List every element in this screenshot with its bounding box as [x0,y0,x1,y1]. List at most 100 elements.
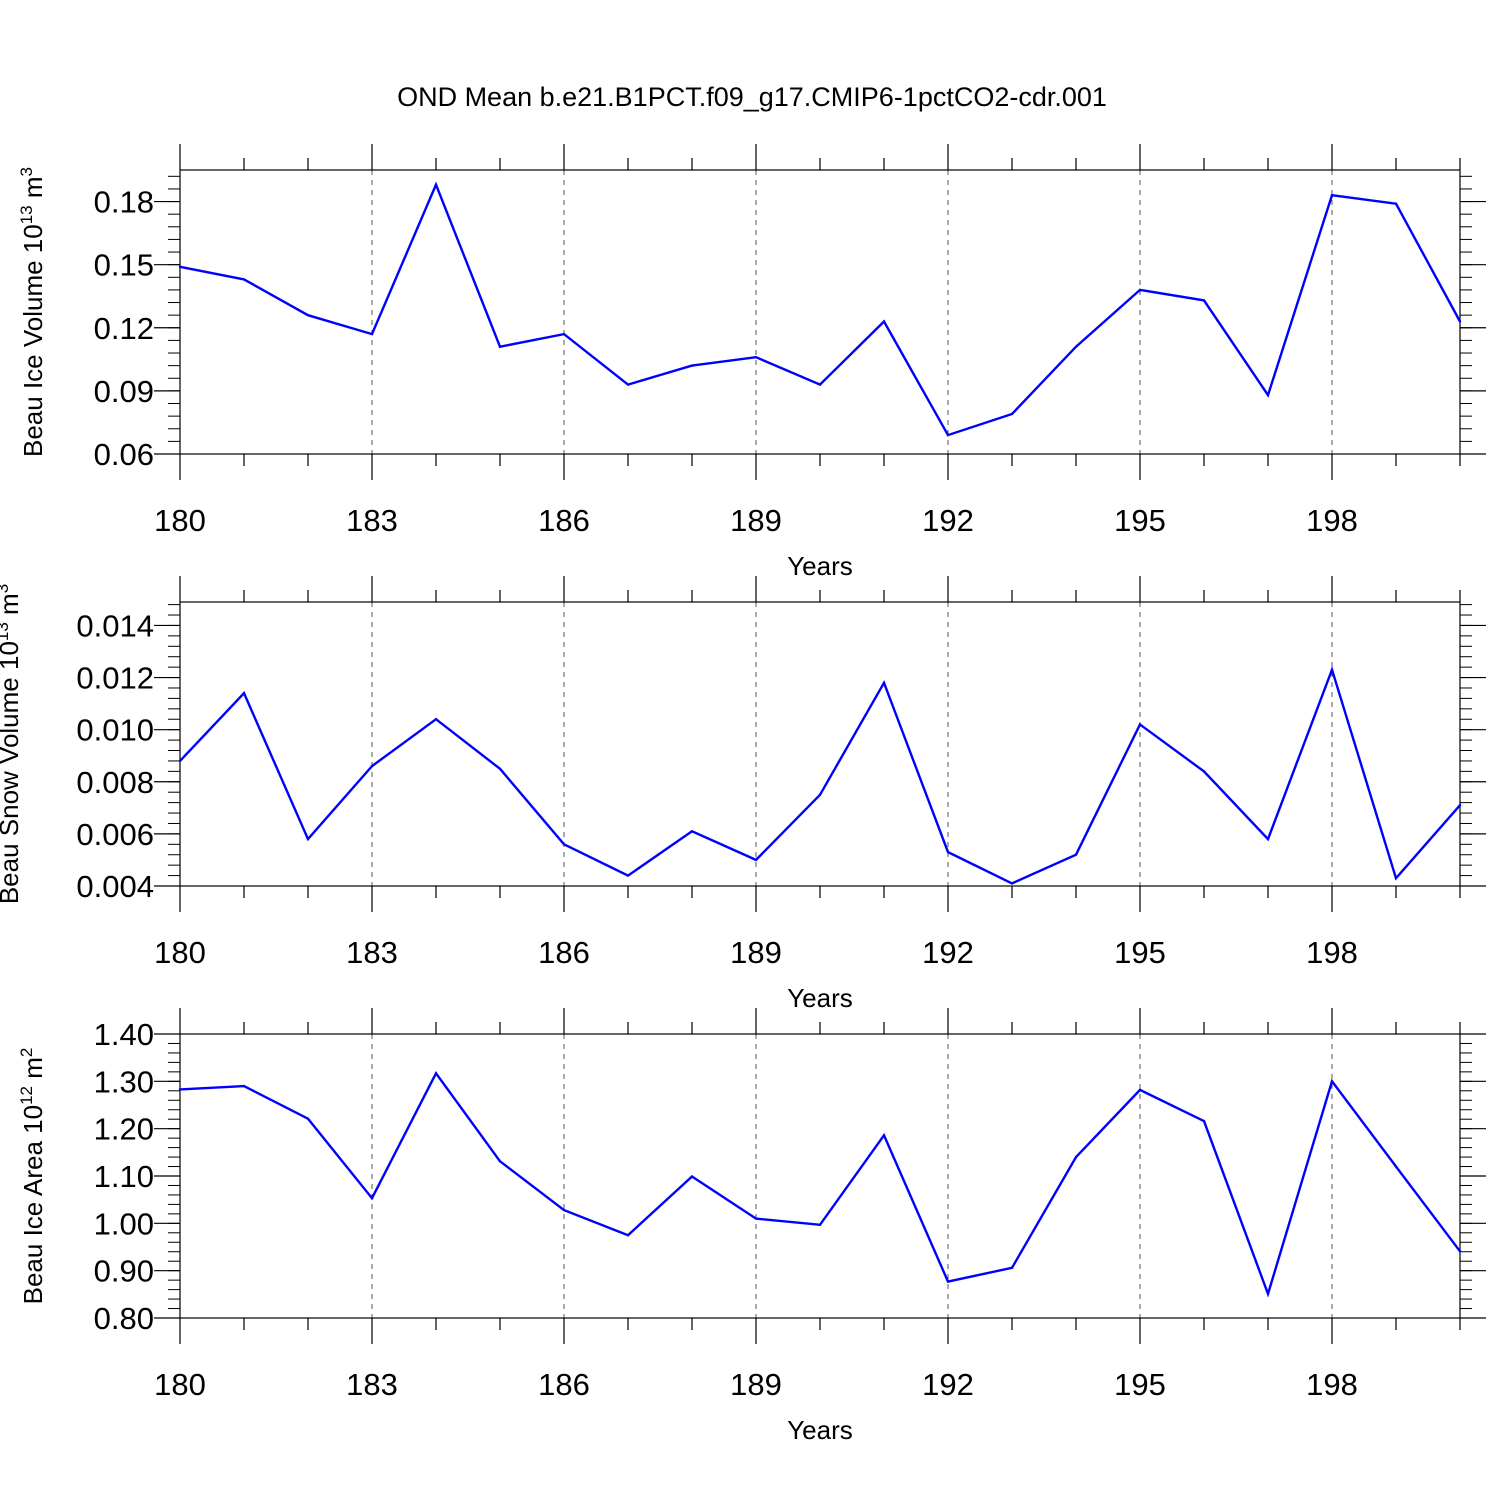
data-point [370,1197,374,1200]
data-point [1330,668,1334,671]
x-axis-label: Years [787,983,853,1013]
y-tick-label: 0.06 [94,437,154,472]
y-axis-label-unit-exponent: 2 [17,1048,36,1057]
x-tick-label: 192 [922,503,974,538]
y-tick-label: 0.008 [76,765,154,800]
data-point [626,383,630,386]
y-tick-label: 1.10 [94,1159,154,1194]
data-point [1458,804,1462,807]
y-tick-label: 1.20 [94,1112,154,1147]
y-axis-label-unit: m [18,176,48,205]
x-tick-label: 195 [1114,935,1166,970]
chart-panel-1: 180 183 186 189 192 195 198 Years 0.06 0.09 0.12 0.… [17,144,1486,581]
x-tick-label: 189 [730,503,782,538]
data-point [1330,194,1334,197]
chart-panels: 180 183 186 189 192 195 198 Years 0.06 0.09 0.12 0.… [0,144,1486,1445]
x-tick-label: 180 [154,1367,206,1402]
data-point [434,1072,438,1075]
data-point [1074,853,1078,856]
x-tick-label: 189 [730,1367,782,1402]
data-point [1010,882,1014,885]
data-point [242,1084,246,1088]
y-axis-label-exponent: 13 [0,622,12,641]
y-tick-label: 0.90 [94,1254,154,1289]
data-point [1266,1292,1270,1296]
data-point [818,383,822,386]
y-axis-label: Beau Ice Area 1012 m2 [17,1048,48,1305]
y-axis-label-exponent: 12 [17,1086,36,1105]
data-point [306,1117,310,1120]
x-tick-label: 186 [538,1367,590,1402]
data-point [178,759,182,763]
y-axis-label-unit-exponent: 3 [0,584,12,593]
y-tick-label: 0.006 [76,817,154,852]
y-tick-label: 0.012 [76,661,154,696]
x-tick-label: 195 [1114,503,1166,538]
data-point [754,356,758,359]
data-point [946,850,950,854]
data-point [562,332,566,336]
x-tick-label: 186 [538,503,590,538]
data-point [1138,288,1142,292]
data-point [178,265,182,268]
y-axis-label-main: Beau Ice Area 10 [18,1105,48,1304]
data-point [1458,1250,1462,1253]
x-tick-label: 198 [1306,935,1358,970]
data-point [1202,770,1206,773]
data-point [946,1280,950,1283]
data-point [242,278,246,281]
data-point [1010,412,1014,416]
x-tick-label: 198 [1306,1367,1358,1402]
data-point [1394,876,1398,880]
chart-panel-3: 180 183 186 189 192 195 198 Years 0.80 0.90 1.00 1.… [17,1008,1486,1445]
data-point [562,843,566,846]
data-point [690,364,694,367]
y-axis-label: Beau Snow Volume 1013 m3 [0,584,24,904]
x-tick-label: 183 [346,1367,398,1402]
data-point [434,183,438,186]
data-point [562,1208,566,1212]
data-point [1330,1080,1334,1083]
x-tick-label: 189 [730,935,782,970]
data-point [818,793,822,797]
data-point [498,1160,502,1163]
y-tick-label: 0.18 [94,185,154,220]
x-tick-label: 195 [1114,1367,1166,1402]
x-tick-label: 192 [922,935,974,970]
y-tick-label: 0.09 [94,374,154,409]
data-point [306,837,310,841]
y-tick-label: 0.80 [94,1301,154,1336]
y-tick-label: 0.004 [76,869,154,904]
y-tick-label: 1.30 [94,1064,154,1099]
data-point [1202,299,1206,302]
x-tick-label: 198 [1306,503,1358,538]
x-tick-label: 180 [154,935,206,970]
y-axis-label-unit: m [18,1057,48,1086]
data-point [946,433,950,437]
y-tick-label: 1.00 [94,1206,154,1241]
y-tick-label: 0.12 [94,311,154,346]
data-point [1074,345,1078,348]
data-point [370,764,374,768]
data-point [1074,1155,1078,1159]
data-point [434,718,438,721]
data-point [690,830,694,833]
chart-panel-2: 180 183 186 189 192 195 198 Years 0.004 0.006 0.00… [0,576,1486,1013]
data-point [1266,837,1270,841]
y-axis-label-main: Beau Ice Volume 10 [18,224,48,457]
data-point [242,691,246,695]
data-point [1458,320,1462,323]
data-point [626,874,630,877]
data-point [370,332,374,336]
y-axis-label-unit-exponent: 3 [17,167,36,176]
x-axis-label: Years [787,1415,853,1445]
data-point [754,858,758,862]
data-point [306,313,310,317]
x-tick-label: 183 [346,503,398,538]
x-axis-label: Years [787,551,853,581]
data-point [690,1175,694,1178]
data-point [1138,1088,1142,1092]
x-tick-label: 186 [538,935,590,970]
